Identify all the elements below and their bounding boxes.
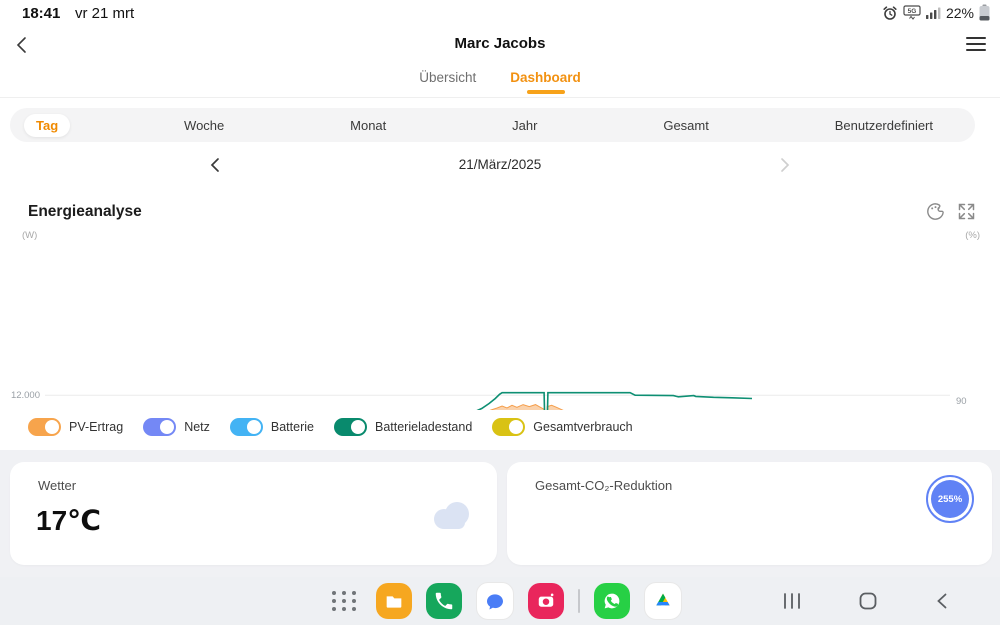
my-files-icon[interactable] [376,583,412,619]
period-monat[interactable]: Monat [350,117,387,133]
cloud-icon [434,502,469,529]
android-dock [0,577,1000,625]
app-drawer-icon[interactable] [328,587,362,615]
legend-netz[interactable]: Netz [143,418,210,436]
signal-strength-icon [925,7,941,19]
co2-label: Gesamt-CO₂-Reduktion [535,478,673,493]
gesamtverbrauch-toggle[interactable] [492,418,526,436]
phone-icon[interactable] [426,583,462,619]
energy-chart-canvas[interactable]: 12.0009.0006.0003.0000-3.000-6.000906030… [0,240,1000,410]
status-bar: 18:41 vr 21 mrt 5G 22% [0,0,1000,28]
top-tabs: Übersicht Dashboard [0,62,1000,98]
google-drive-icon[interactable] [644,582,682,620]
period-selector: Tag Woche Monat Jahr Gesamt Benutzerdefi… [10,108,975,142]
alarm-icon [883,5,897,20]
5g-network-icon: 5G [903,4,921,20]
battery-percent: 22% [945,4,974,21]
back-icon[interactable] [934,592,950,610]
chart-legend: PV-Ertrag Netz Batterie Batterieladestan… [28,418,633,436]
home-icon[interactable] [858,591,878,611]
weather-label: Wetter [38,478,77,493]
weather-card[interactable]: Wetter 17℃ [10,462,497,565]
chart-title: Energieanalyse [28,203,142,220]
batterie-toggle[interactable] [229,418,263,436]
expand-fullscreen-icon[interactable] [957,202,976,221]
camera-icon[interactable] [528,583,564,619]
page-title: Marc Jacobs [454,35,546,52]
right-axis-unit: (%) [965,230,980,241]
period-gesamt[interactable]: Gesamt [663,117,709,133]
period-jahr[interactable]: Jahr [512,117,538,133]
pv-ertrag-toggle[interactable] [28,418,61,436]
legend-gesamtverbrauch[interactable]: Gesamtverbrauch [492,418,633,436]
batterieladestand-toggle[interactable] [333,418,367,436]
w-axis-tick: 12.000 [11,390,40,401]
svg-text:5G: 5G [908,8,917,15]
palette-icon[interactable] [926,202,945,221]
period-benutzerdefiniert[interactable]: Benutzerdefiniert [834,117,933,133]
status-date: vr 21 mrt [75,5,135,22]
tab-dashboard[interactable]: Dashboard [510,70,581,94]
series-PV-Ertrag [489,404,564,410]
co2-value: 255% [931,480,969,518]
left-axis-unit: (W) [22,230,38,241]
hamburger-menu-icon[interactable] [966,34,986,54]
co2-reduction-card[interactable]: Gesamt-CO₂-Reduktion 255% [507,462,992,565]
tab-uebersicht[interactable]: Übersicht [419,70,477,85]
back-chevron-icon[interactable] [12,34,34,56]
next-date-chevron-icon[interactable] [773,154,795,176]
whatsapp-icon[interactable] [594,583,630,619]
period-woche[interactable]: Woche [184,117,225,133]
energy-analysis-panel: Energieanalyse (W) (%) 12.0009.0006.0003… [0,190,1000,452]
co2-badge[interactable]: 255% [926,475,974,523]
recents-icon[interactable] [782,592,802,610]
clock: 18:41 [22,5,61,22]
current-date: 21/März/2025 [458,157,542,172]
battery-icon [979,4,990,21]
period-tag[interactable]: Tag [24,113,71,137]
messages-icon[interactable] [476,582,514,620]
legend-batterie[interactable]: Batterie [229,418,314,436]
dock-divider [578,589,580,613]
legend-pv-ertrag[interactable]: PV-Ertrag [28,418,123,436]
app-bar: Marc Jacobs [0,28,1000,62]
prev-date-chevron-icon[interactable] [205,154,227,176]
legend-batterieladestand[interactable]: Batterieladestand [333,418,472,436]
date-navigation: 21/März/2025 [0,142,1000,190]
pct-axis-tick: 90 [956,396,967,407]
series-Batterieladestand [476,391,753,410]
temperature-value: 17℃ [36,505,102,536]
netz-toggle[interactable] [143,418,177,436]
